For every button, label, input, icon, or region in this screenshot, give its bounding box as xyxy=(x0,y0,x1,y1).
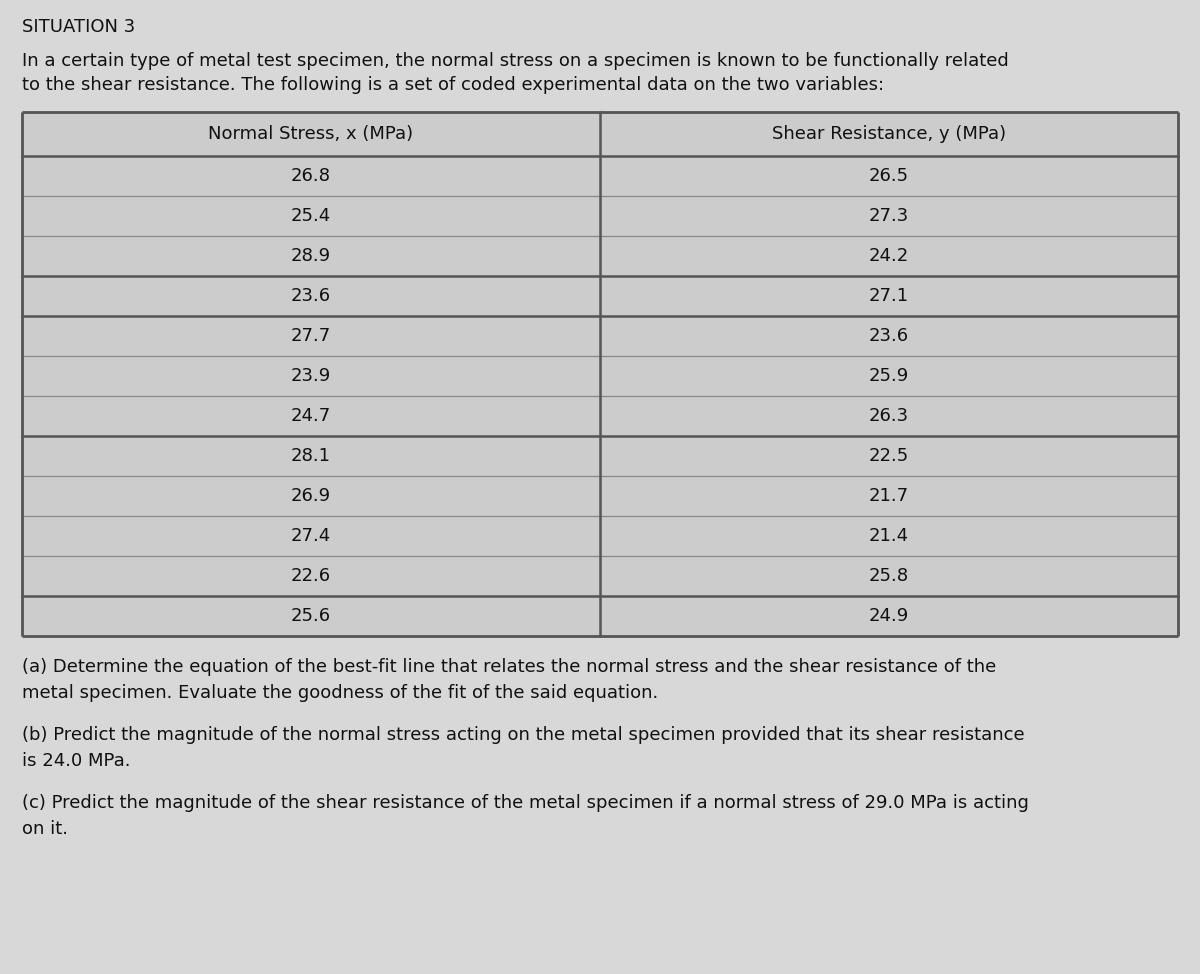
Text: 22.6: 22.6 xyxy=(290,567,331,585)
Text: 27.1: 27.1 xyxy=(869,287,910,305)
Text: 26.8: 26.8 xyxy=(292,167,331,185)
Text: 26.3: 26.3 xyxy=(869,407,910,425)
Text: Shear Resistance, y (MPa): Shear Resistance, y (MPa) xyxy=(772,125,1006,143)
Text: 25.9: 25.9 xyxy=(869,367,910,385)
Text: 26.5: 26.5 xyxy=(869,167,910,185)
Text: on it.: on it. xyxy=(22,820,68,838)
Text: 21.7: 21.7 xyxy=(869,487,910,505)
Text: is 24.0 MPa.: is 24.0 MPa. xyxy=(22,752,131,770)
Text: In a certain type of metal test specimen, the normal stress on a specimen is kno: In a certain type of metal test specimen… xyxy=(22,52,1009,70)
Text: 23.6: 23.6 xyxy=(869,327,910,345)
Bar xyxy=(22,112,1178,636)
Text: (b) Predict the magnitude of the normal stress acting on the metal specimen prov: (b) Predict the magnitude of the normal … xyxy=(22,726,1025,744)
Text: 24.9: 24.9 xyxy=(869,607,910,625)
Text: 21.4: 21.4 xyxy=(869,527,910,545)
Text: (a) Determine the equation of the best-fit line that relates the normal stress a: (a) Determine the equation of the best-f… xyxy=(22,658,996,676)
Text: (c) Predict the magnitude of the shear resistance of the metal specimen if a nor: (c) Predict the magnitude of the shear r… xyxy=(22,794,1028,812)
Text: to the shear resistance. The following is a set of coded experimental data on th: to the shear resistance. The following i… xyxy=(22,76,884,94)
Text: 23.6: 23.6 xyxy=(290,287,331,305)
Text: 22.5: 22.5 xyxy=(869,447,910,465)
Text: 28.9: 28.9 xyxy=(290,247,331,265)
Text: 24.7: 24.7 xyxy=(290,407,331,425)
Text: 25.8: 25.8 xyxy=(869,567,910,585)
Text: metal specimen. Evaluate the goodness of the fit of the said equation.: metal specimen. Evaluate the goodness of… xyxy=(22,684,659,702)
Text: 28.1: 28.1 xyxy=(292,447,331,465)
Text: 27.3: 27.3 xyxy=(869,207,910,225)
Text: 24.2: 24.2 xyxy=(869,247,910,265)
Text: 25.4: 25.4 xyxy=(290,207,331,225)
Text: 25.6: 25.6 xyxy=(290,607,331,625)
Text: SITUATION 3: SITUATION 3 xyxy=(22,18,136,36)
Text: 27.4: 27.4 xyxy=(290,527,331,545)
Text: 27.7: 27.7 xyxy=(290,327,331,345)
Text: 23.9: 23.9 xyxy=(290,367,331,385)
Text: Normal Stress, x (MPa): Normal Stress, x (MPa) xyxy=(209,125,414,143)
Text: 26.9: 26.9 xyxy=(290,487,331,505)
